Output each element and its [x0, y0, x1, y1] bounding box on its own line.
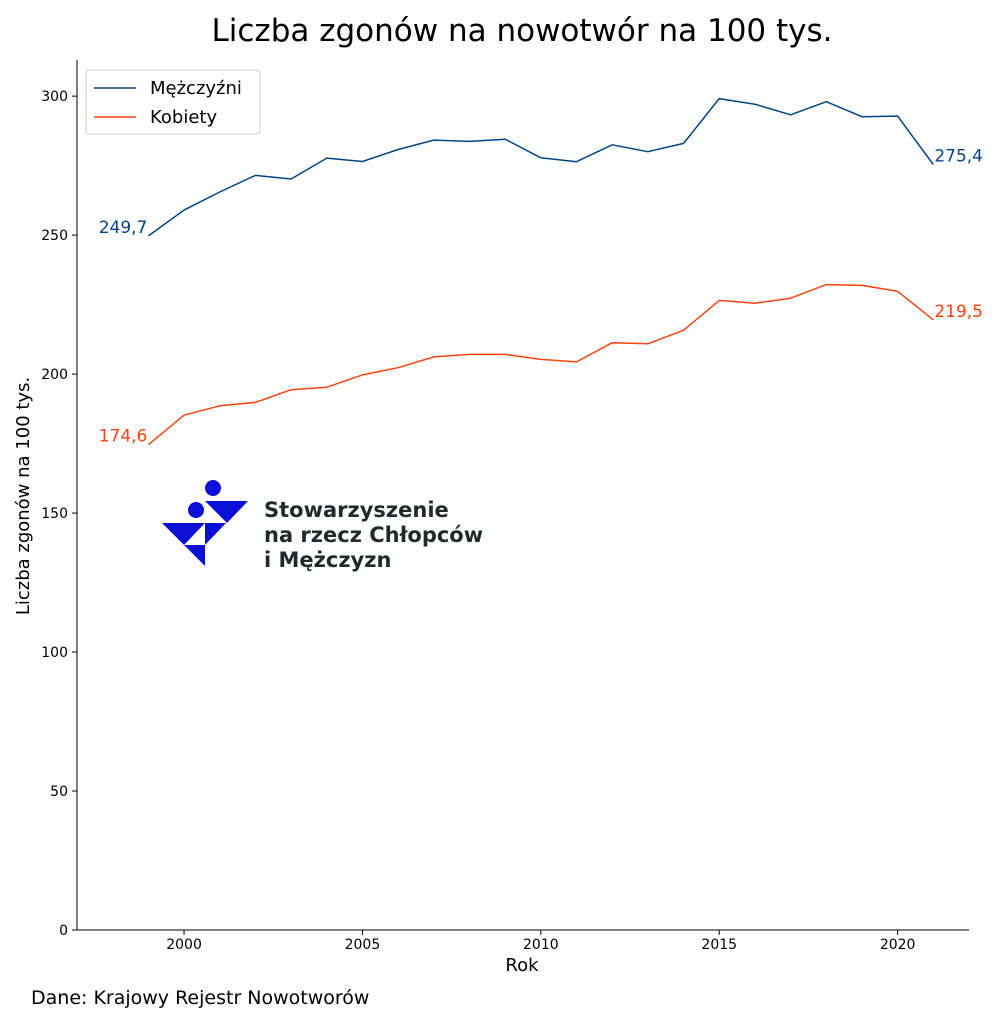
legend-frame	[85, 69, 261, 135]
y-tick-label: 100	[41, 645, 68, 661]
axes: 0 50 100 150 200 250 300 2000 2005 2010 2015 2020	[41, 60, 969, 953]
legend-label-women: Kobiety	[150, 107, 217, 128]
x-tick-label: 2020	[880, 937, 916, 953]
series-line-women	[147, 283, 934, 446]
y-axis-label: Liczba zgonów na 100 tys.	[13, 377, 34, 615]
y-tick-label: 0	[59, 923, 68, 939]
chart-title: Liczba zgonów na nowotwór na 100 tys.	[212, 13, 833, 49]
y-ticks: 0 50 100 150 200 250 300	[41, 89, 77, 939]
first-value-label-women: 174,6	[99, 427, 148, 447]
data-source-note: Dane: Krajowy Rejestr Nowotworów	[31, 987, 370, 1009]
x-tick-label: 2000	[166, 937, 202, 953]
legend-label-men: Mężczyźni	[150, 78, 242, 99]
x-ticks: 2000 2005 2010 2015 2020	[166, 930, 915, 953]
y-tick-label: 300	[41, 89, 68, 105]
x-axis-label: Rok	[505, 955, 539, 976]
first-value-label-men: 249,7	[99, 218, 148, 238]
series-layer: 249,7 275,4 174,6 219,5	[99, 97, 983, 447]
logo-text-line-2: na rzecz Chłopców	[264, 523, 483, 547]
logo-mark	[162, 480, 248, 566]
last-value-label-women: 219,5	[934, 302, 983, 322]
x-tick-label: 2005	[345, 937, 381, 953]
y-tick-label: 200	[41, 367, 68, 383]
organization-logo: Stowarzyszenie na rzecz Chłopców i Mężcz…	[162, 480, 483, 572]
x-tick-label: 2010	[523, 937, 559, 953]
last-value-label-men: 275,4	[934, 147, 983, 167]
logo-text-line-3: i Mężczyzn	[264, 548, 391, 572]
legend: Mężczyźni Kobiety	[85, 69, 261, 135]
x-tick-label: 2015	[701, 937, 737, 953]
y-tick-label: 250	[41, 228, 68, 244]
y-tick-label: 150	[41, 506, 68, 522]
series-line-men	[147, 97, 934, 237]
y-tick-label: 50	[50, 784, 68, 800]
logo-text-line-1: Stowarzyszenie	[264, 498, 449, 522]
